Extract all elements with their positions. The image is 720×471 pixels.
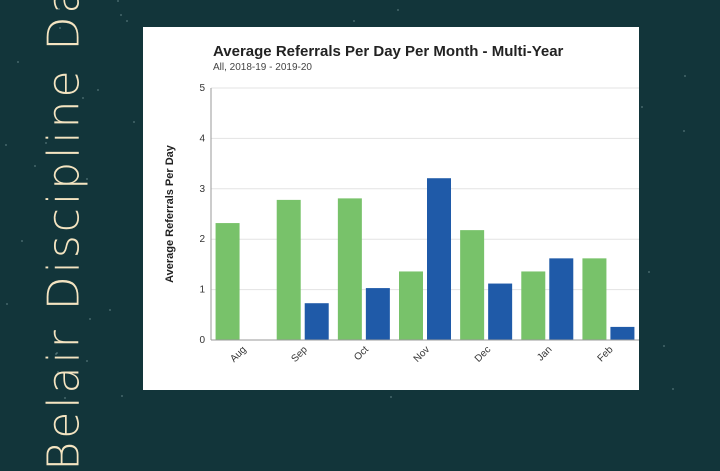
bar-2019-20-Feb	[610, 326, 635, 340]
background-speck	[55, 353, 57, 355]
background-speck	[58, 8, 60, 10]
x-tick-label: Oct	[352, 344, 371, 363]
background-speck	[21, 240, 23, 242]
background-speck	[59, 27, 61, 29]
slide-title-text: Belair Discipline Data	[38, 0, 90, 471]
background-speck	[133, 121, 135, 123]
background-speck	[17, 61, 19, 63]
background-speck	[121, 395, 123, 397]
bar-2019-20-Jan	[549, 258, 574, 340]
bar-chart: 0 1 2 3 4 5 Average Referrals Per Day Aug Sep Oct…	[164, 83, 639, 365]
background-speck	[353, 20, 355, 22]
x-tick-label: Aug	[228, 344, 248, 364]
background-speck	[683, 130, 685, 132]
bar-2019-20-Oct	[365, 288, 390, 340]
background-speck	[5, 144, 7, 146]
bar-2018-19-Aug	[215, 223, 240, 340]
background-speck	[56, 352, 58, 354]
background-speck	[663, 345, 665, 347]
y-tick-label: 5	[199, 83, 205, 94]
bar-2019-20-Sep	[304, 303, 329, 340]
y-tick-label: 2	[199, 234, 205, 245]
x-tick-label: Sep	[289, 344, 310, 365]
bar-2018-19-Sep	[276, 199, 301, 340]
y-tick-label: 1	[199, 285, 205, 296]
y-tick-label: 3	[199, 184, 205, 195]
bar-2018-19-Oct	[337, 198, 362, 340]
background-speck	[641, 106, 643, 108]
bar-2019-20-Dec	[488, 283, 513, 340]
bar-2018-19-Jan	[521, 271, 546, 340]
background-speck	[397, 9, 399, 11]
y-tick-label: 4	[199, 133, 205, 144]
y-axis-label: Average Referrals Per Day	[164, 144, 176, 283]
background-speck	[89, 318, 91, 320]
background-speck	[82, 97, 84, 99]
background-speck	[97, 89, 99, 91]
chart-title: Average Referrals Per Day Per Month - Mu…	[213, 43, 564, 60]
background-speck	[86, 178, 88, 180]
chart-subtitle: All, 2018-19 - 2019-20	[213, 62, 312, 73]
y-tick-label: 0	[199, 335, 205, 346]
bar-2019-20-Nov	[427, 178, 451, 340]
background-speck	[684, 75, 686, 77]
chart-card: Average Referrals Per Day Per Month - Mu…	[143, 27, 639, 390]
background-speck	[390, 396, 392, 398]
slide-title: Belair Discipline Data	[0, 0, 120, 471]
background-speck	[34, 165, 36, 167]
background-speck	[6, 303, 8, 305]
background-speck	[648, 271, 650, 273]
bar-2018-19-Feb	[582, 258, 607, 340]
x-tick-label: Dec	[473, 344, 493, 364]
x-tick-label: Nov	[412, 344, 432, 364]
background-speck	[117, 0, 119, 2]
background-speck	[120, 14, 122, 16]
background-speck	[126, 20, 128, 22]
background-speck	[109, 309, 111, 311]
bar-2018-19-Nov	[399, 271, 423, 340]
bar-2018-19-Dec	[460, 230, 485, 340]
x-tick-label: Feb	[596, 344, 616, 364]
background-speck	[57, 371, 59, 373]
x-tick-label: Jan	[535, 344, 554, 363]
background-speck	[64, 397, 66, 399]
background-speck	[45, 142, 47, 144]
background-speck	[672, 388, 674, 390]
background-speck	[86, 360, 88, 362]
